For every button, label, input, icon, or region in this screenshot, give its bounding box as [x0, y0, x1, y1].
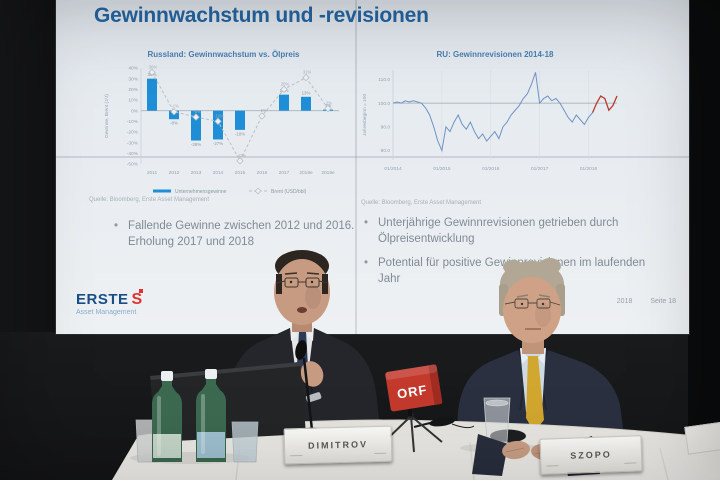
svg-text:20%: 20%	[281, 81, 290, 86]
nameplate-dimitrov: DIMITROV	[283, 425, 393, 465]
svg-text:2016: 2016	[257, 170, 268, 176]
erste-brand-text: ERSTE	[76, 291, 129, 308]
svg-text:30%: 30%	[128, 76, 138, 82]
svg-text:0%: 0%	[131, 108, 139, 114]
chart-left-title: Russland: Gewinnwachstum vs. Ölpreis	[147, 50, 300, 59]
face	[274, 259, 330, 325]
svg-text:-20%: -20%	[127, 130, 139, 136]
erste-sub-text: Asset Management	[76, 309, 137, 316]
nameplate-text: DIMITROV	[307, 439, 369, 451]
tie	[526, 356, 544, 432]
svg-text:-10%: -10%	[127, 119, 139, 125]
svg-text:36%: 36%	[149, 64, 158, 69]
face	[503, 277, 561, 343]
projection-screen: Gewinnwachstum und -revisionen Russland:…	[56, 0, 689, 334]
chart-right-plot: 01/2014 01/2015 01/2016 01/2017 01/2018 110.0…	[359, 62, 631, 207]
svg-text:10%: 10%	[128, 98, 138, 104]
mouth	[297, 307, 307, 313]
bullet-list-left: Fallende Gewinne zwischen 2012 und 2016.…	[114, 219, 356, 259]
slide-footer-date: 2018	[616, 298, 633, 305]
svg-text:90.0: 90.0	[381, 124, 391, 130]
bullet-item: Fallende Gewinne zwischen 2012 und 2016.…	[114, 219, 356, 250]
slide-title: Gewinnwachstum und -revisionen	[94, 4, 429, 27]
water-glass	[231, 421, 259, 463]
water-bottle	[152, 371, 182, 462]
screen-fold-horizontal	[56, 156, 689, 158]
svg-text:01/2018: 01/2018	[580, 166, 598, 172]
screen-seam-vertical	[355, 0, 357, 334]
glasses	[275, 277, 329, 288]
slide-footer-page: Seite 18	[650, 298, 676, 305]
svg-text:2011: 2011	[147, 170, 158, 176]
nameplate-text: SZOPO	[570, 449, 612, 461]
svg-text:Jahresbeginn = 100: Jahresbeginn = 100	[362, 94, 368, 137]
water-glass-right	[483, 397, 511, 443]
chart-profit-growth-vs-oil: Russland: Gewinnwachstum vs. Ölpreis 40%…	[89, 50, 346, 210]
svg-text:-18%: -18%	[235, 131, 245, 136]
glasses	[504, 298, 561, 309]
chart-left-plot: 40% 30% 20% 10% 0% -10% -20% -30% -40% -50% Gewinn…	[101, 62, 346, 203]
svg-text:40%: 40%	[128, 66, 138, 72]
svg-text:13%: 13%	[302, 90, 311, 95]
svg-text:2018e: 2018e	[299, 170, 313, 176]
bullet-list-right: Unterjährige Gewinnrevisionen getrieben …	[364, 216, 654, 296]
bullet-item: Unterjährige Gewinnrevisionen getrieben …	[364, 216, 654, 247]
svg-text:01/2016: 01/2016	[482, 166, 500, 172]
svg-text:Unternehmensgewinne: Unternehmensgewinne	[175, 189, 227, 195]
svg-text:-28%: -28%	[191, 142, 201, 147]
chart-earnings-revisions: RU: Gewinnrevisionen 2014-18 01/2014 01/2…	[359, 50, 631, 214]
chart-right-title: RU: Gewinnrevisionen 2014-18	[436, 50, 554, 59]
svg-text:-40%: -40%	[127, 151, 139, 157]
svg-text:80.0: 80.0	[381, 148, 391, 154]
svg-text:2014: 2014	[213, 170, 224, 176]
svg-text:-8%: -8%	[170, 121, 178, 126]
svg-text:100.0: 100.0	[378, 101, 390, 107]
svg-text:2017: 2017	[279, 170, 290, 176]
water-bottles-and-glasses	[135, 369, 259, 463]
svg-text:-30%: -30%	[127, 140, 139, 146]
svg-text:-5%: -5%	[259, 108, 267, 113]
svg-text:20%: 20%	[128, 87, 138, 93]
svg-text:-10%: -10%	[214, 113, 224, 118]
orf-microphone: ORF	[379, 364, 443, 453]
svg-text:2012: 2012	[169, 170, 180, 176]
svg-text:2%: 2%	[326, 101, 332, 106]
svg-text:2013: 2013	[191, 170, 202, 176]
nameplate-szopo: SZOPO	[539, 435, 643, 475]
svg-text:01/2015: 01/2015	[433, 166, 451, 172]
svg-text:-50%: -50%	[127, 162, 139, 168]
orf-cube-label: ORF	[396, 382, 428, 402]
erste-asset-management-logo: ERSTE S Asset Management	[76, 291, 142, 316]
svg-text:-27%: -27%	[213, 141, 223, 146]
svg-text:2019e: 2019e	[321, 170, 335, 176]
chart-right-source: Quelle: Bloomberg, Erste Asset Managemen…	[361, 200, 482, 206]
svg-text:-6%: -6%	[193, 109, 201, 114]
svg-text:01/2017: 01/2017	[531, 166, 549, 172]
svg-text:110.0: 110.0	[378, 77, 390, 83]
svg-text:2015: 2015	[235, 170, 246, 176]
svg-text:01/2014: 01/2014	[384, 166, 402, 172]
dark-wall-right	[688, 0, 720, 480]
svg-text:Gewinne, Brent (J/J): Gewinne, Brent (J/J)	[104, 94, 110, 138]
water-bottle	[196, 369, 226, 462]
sparkasse-s-icon: S	[131, 291, 143, 308]
svg-text:31%: 31%	[303, 70, 312, 75]
chart-left-source: Quelle: Bloomberg, Erste Asset Managemen…	[89, 197, 210, 203]
nameplate-partial-right-edge	[684, 421, 720, 455]
slide-footer: 2018 Seite 18	[526, 298, 676, 305]
svg-text:-47%: -47%	[236, 153, 246, 158]
svg-text:Brent (USD/bbl): Brent (USD/bbl)	[271, 189, 307, 195]
svg-text:-1%: -1%	[171, 104, 179, 109]
orf-cube: ORF	[385, 364, 443, 412]
